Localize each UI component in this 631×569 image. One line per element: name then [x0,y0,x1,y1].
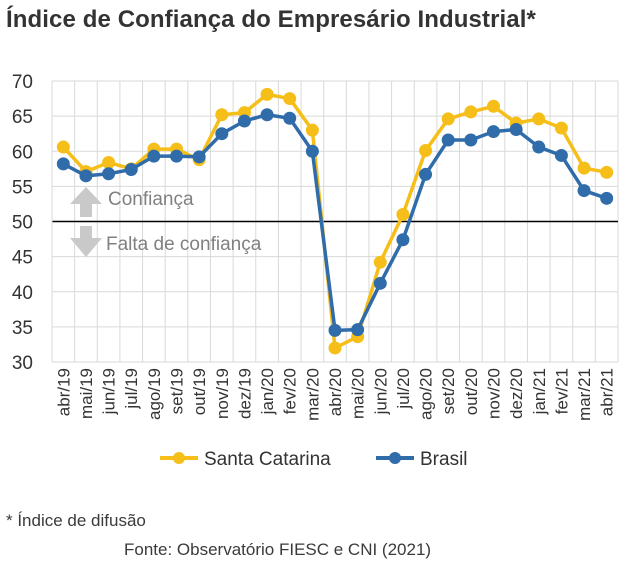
data-point-brasil [532,140,546,154]
data-point-brasil [509,122,523,136]
y-tick-label-55: 55 [12,177,33,198]
annotation-falta-de-confianca: Falta de confiança [106,234,262,255]
data-point-santa-catarina [464,105,478,119]
data-point-santa-catarina [577,161,591,175]
data-point-santa-catarina [600,165,614,179]
x-tick-label: abr/21 [598,368,617,416]
x-tick-label: dez/20 [507,368,526,419]
x-tick-label: jun/19 [100,368,119,415]
data-point-brasil [396,233,410,247]
y-tick-label-45: 45 [12,248,33,269]
legend-label-brasil: Brasil [420,449,468,470]
y-tick-label-50: 50 [12,213,33,234]
data-point-santa-catarina [283,92,297,106]
legend-label-santa-catarina: Santa Catarina [204,449,331,470]
x-tick-label: jul/19 [122,368,141,410]
down-arrow-icon [70,226,102,257]
data-point-brasil [577,184,591,198]
data-point-brasil [283,111,297,125]
x-tick-label: abr/20 [326,368,345,416]
legend-marker-brasil [389,452,401,464]
data-point-brasil [305,144,319,158]
x-tick-label: set/19 [168,368,187,414]
data-point-santa-catarina [56,140,70,154]
x-tick-label: mai/19 [77,368,96,419]
data-point-santa-catarina [305,123,319,137]
data-point-brasil [260,108,274,122]
x-tick-label: jan/20 [258,368,277,415]
legend-item-santa-catarina[interactable]: Santa Catarina [160,449,331,470]
data-point-santa-catarina [396,207,410,221]
x-tick-label: dez/19 [235,368,254,419]
data-point-santa-catarina [373,255,387,269]
data-point-brasil [237,114,251,128]
legend-marker-santa-catarina [173,452,185,464]
data-point-brasil [147,149,161,163]
data-point-brasil [328,323,342,337]
data-point-santa-catarina [102,155,116,169]
data-point-santa-catarina [260,87,274,101]
legend: Santa Catarina Brasil [160,449,468,470]
data-point-brasil [441,133,455,147]
data-point-brasil [373,276,387,290]
data-point-santa-catarina [554,121,568,135]
data-point-santa-catarina [328,341,342,355]
data-point-santa-catarina [419,144,433,158]
legend-item-brasil[interactable]: Brasil [376,449,468,470]
data-point-santa-catarina [441,112,455,126]
annotations: Confiança Falta de confiança [70,187,262,257]
y-tick-label-70: 70 [12,72,33,93]
series [56,87,614,355]
x-tick-label: mai/20 [349,368,368,419]
data-point-brasil [419,167,433,181]
annotation-confianca: Confiança [108,189,194,210]
x-tick-label: jun/20 [371,368,390,415]
series-line-brasil [62,112,608,333]
x-tick-label: jan/21 [530,368,549,415]
data-point-brasil [600,191,614,205]
x-tick-label: set/20 [439,368,458,414]
data-point-brasil [554,148,568,162]
data-point-santa-catarina [532,112,546,126]
y-tick-label-60: 60 [12,142,33,163]
x-tick-label: mar/21 [575,368,594,421]
data-point-brasil [124,163,138,177]
x-tick-label: mar/20 [303,368,322,421]
data-point-brasil [486,125,500,139]
x-tick-label: out/19 [190,368,209,415]
data-point-brasil [102,167,116,181]
up-arrow-icon [70,187,102,217]
x-tick-label: ago/20 [417,368,436,420]
x-tick-label: nov/19 [213,368,232,419]
x-tick-label: ago/19 [145,368,164,420]
x-tick-label: fev/21 [552,368,571,414]
y-tick-label-40: 40 [12,283,33,304]
x-tick-label: jul/20 [394,368,413,410]
x-tick-label: fev/20 [281,368,300,414]
y-tick-label-65: 65 [12,107,33,128]
data-point-brasil [170,149,184,163]
data-point-brasil [351,323,365,337]
data-point-brasil [215,127,229,141]
footnote: * Índice de difusão [6,511,146,530]
data-point-santa-catarina [215,108,229,122]
data-point-brasil [192,150,206,164]
x-tick-label: abr/19 [54,368,73,416]
data-point-brasil [79,169,93,183]
x-tick-label: nov/20 [484,368,503,419]
data-point-brasil [464,133,478,147]
y-tick-label-30: 30 [12,353,33,374]
source-note: Fonte: Observatório FIESC e CNI (2021) [124,540,432,559]
data-point-brasil [56,157,70,171]
data-point-santa-catarina [486,99,500,113]
y-tick-label-35: 35 [12,318,33,339]
x-tick-label: out/20 [462,368,481,415]
chart-title: Índice de Confiança do Empresário Indust… [6,6,536,33]
